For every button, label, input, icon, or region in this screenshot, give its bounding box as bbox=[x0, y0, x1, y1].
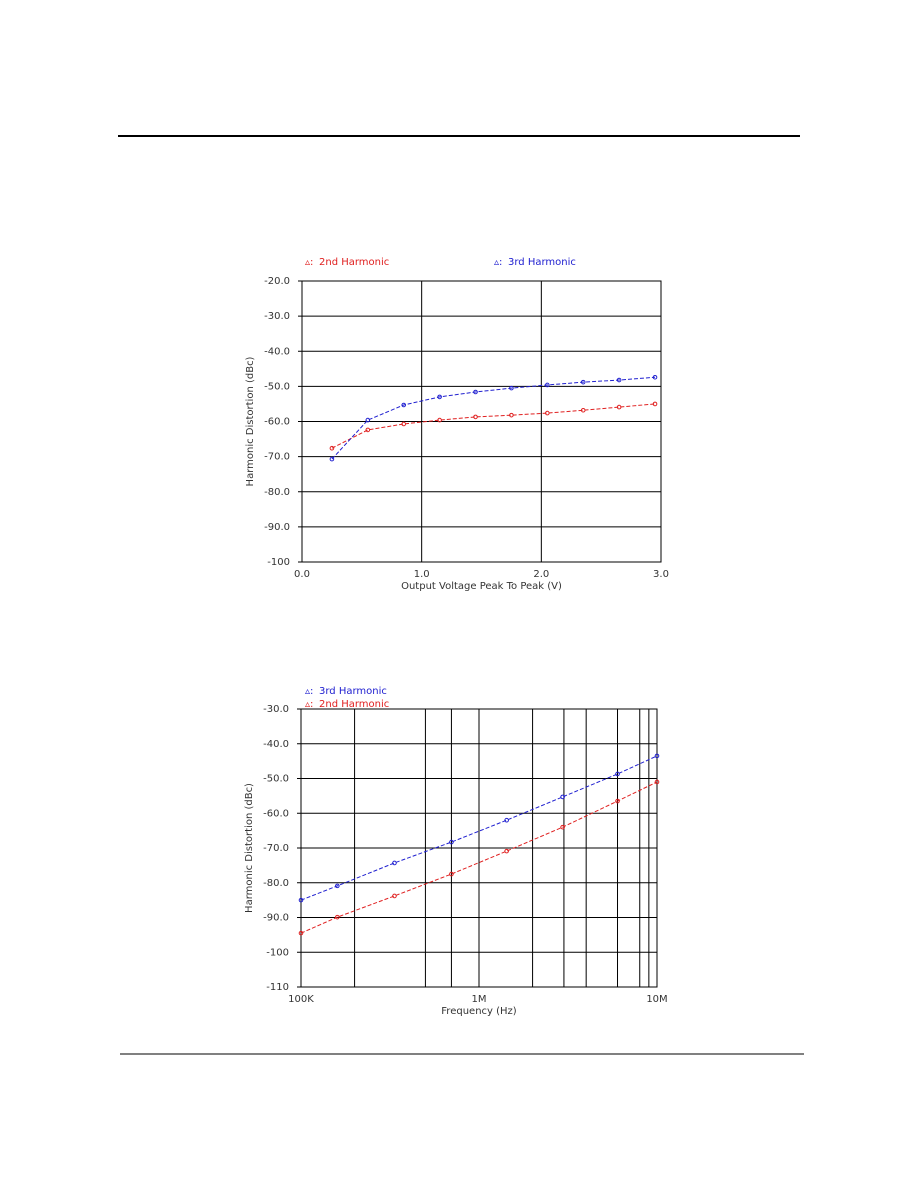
data-point bbox=[473, 414, 478, 420]
data-point bbox=[473, 389, 478, 395]
y-tick-label: -20.0 bbox=[264, 276, 290, 287]
y-tick-label: -100 bbox=[267, 557, 290, 568]
data-point bbox=[437, 417, 442, 423]
legend-label: 2nd Harmonic bbox=[319, 257, 389, 268]
legend-marker: ▵: bbox=[305, 686, 313, 697]
data-point bbox=[652, 374, 658, 380]
data-point bbox=[580, 379, 586, 385]
y-tick-label: -70.0 bbox=[263, 843, 289, 854]
y-tick-label: -70.0 bbox=[264, 452, 290, 463]
y-tick-label: -30.0 bbox=[264, 311, 290, 322]
data-point bbox=[437, 394, 442, 400]
legend-marker: ▵: bbox=[494, 257, 502, 268]
data-point bbox=[298, 897, 304, 903]
legend-marker: ▵: bbox=[305, 699, 313, 710]
data-point bbox=[509, 385, 514, 391]
y-tick-label: -90.0 bbox=[263, 913, 289, 924]
data-point bbox=[504, 817, 509, 823]
x-tick-label: 2.0 bbox=[533, 569, 549, 580]
data-point bbox=[335, 883, 340, 889]
x-tick-label: 1.0 bbox=[414, 569, 430, 580]
data-point bbox=[616, 404, 622, 410]
data-point bbox=[652, 401, 658, 407]
data-point bbox=[654, 753, 660, 759]
data-point bbox=[616, 377, 622, 383]
series-line bbox=[331, 376, 656, 460]
y-tick-label: -30.0 bbox=[263, 704, 289, 715]
x-axis-label: Output Voltage Peak To Peak (V) bbox=[401, 581, 562, 592]
data-point bbox=[545, 410, 550, 416]
x-axis-label: Frequency (Hz) bbox=[441, 1006, 517, 1017]
series-line bbox=[300, 781, 658, 934]
x-tick-label: 10M bbox=[646, 994, 667, 1005]
y-tick-label: -60.0 bbox=[264, 417, 290, 428]
data-point bbox=[392, 860, 397, 866]
y-tick-label: -60.0 bbox=[263, 808, 289, 819]
y-tick-label: -50.0 bbox=[263, 774, 289, 785]
legend-label: 3rd Harmonic bbox=[319, 686, 387, 697]
x-tick-label: 0.0 bbox=[294, 569, 310, 580]
y-tick-label: -40.0 bbox=[263, 739, 289, 750]
series-line bbox=[300, 755, 658, 901]
plot-frame bbox=[300, 708, 658, 988]
data-point bbox=[401, 421, 407, 427]
data-point bbox=[509, 412, 514, 418]
data-point bbox=[545, 382, 550, 388]
legend-label: 2nd Harmonic bbox=[319, 699, 389, 710]
data-point bbox=[392, 893, 397, 899]
y-tick-label: -90.0 bbox=[264, 522, 290, 533]
x-tick-label: 100K bbox=[288, 994, 314, 1005]
data-point bbox=[335, 914, 340, 920]
data-point bbox=[560, 794, 565, 800]
data-point bbox=[365, 417, 371, 423]
data-point bbox=[504, 848, 509, 854]
data-point bbox=[329, 445, 335, 451]
data-point bbox=[615, 798, 620, 804]
data-point bbox=[580, 407, 586, 413]
data-point bbox=[654, 779, 660, 785]
legend-label: 3rd Harmonic bbox=[508, 257, 576, 268]
y-tick-label: -80.0 bbox=[264, 487, 290, 498]
y-tick-label: -50.0 bbox=[264, 381, 290, 392]
x-tick-label: 3.0 bbox=[653, 569, 669, 580]
data-point bbox=[449, 839, 454, 845]
y-axis-label: Harmonic Distortion (dBc) bbox=[244, 783, 255, 913]
series-line bbox=[331, 403, 656, 449]
plot-frame bbox=[301, 280, 662, 563]
y-tick-label: -100 bbox=[266, 947, 289, 958]
data-point bbox=[365, 427, 371, 433]
y-axis-label: Harmonic Distortion (dBc) bbox=[245, 356, 256, 486]
data-point bbox=[329, 456, 335, 462]
y-tick-label: -40.0 bbox=[264, 346, 290, 357]
data-point bbox=[449, 871, 454, 877]
legend-marker: ▵: bbox=[305, 257, 313, 268]
data-point bbox=[615, 771, 620, 777]
data-point bbox=[298, 930, 304, 936]
y-tick-label: -80.0 bbox=[263, 878, 289, 889]
x-tick-label: 1M bbox=[472, 994, 487, 1005]
data-point bbox=[560, 824, 565, 830]
data-point bbox=[401, 402, 407, 408]
y-tick-label: -110 bbox=[266, 982, 289, 993]
